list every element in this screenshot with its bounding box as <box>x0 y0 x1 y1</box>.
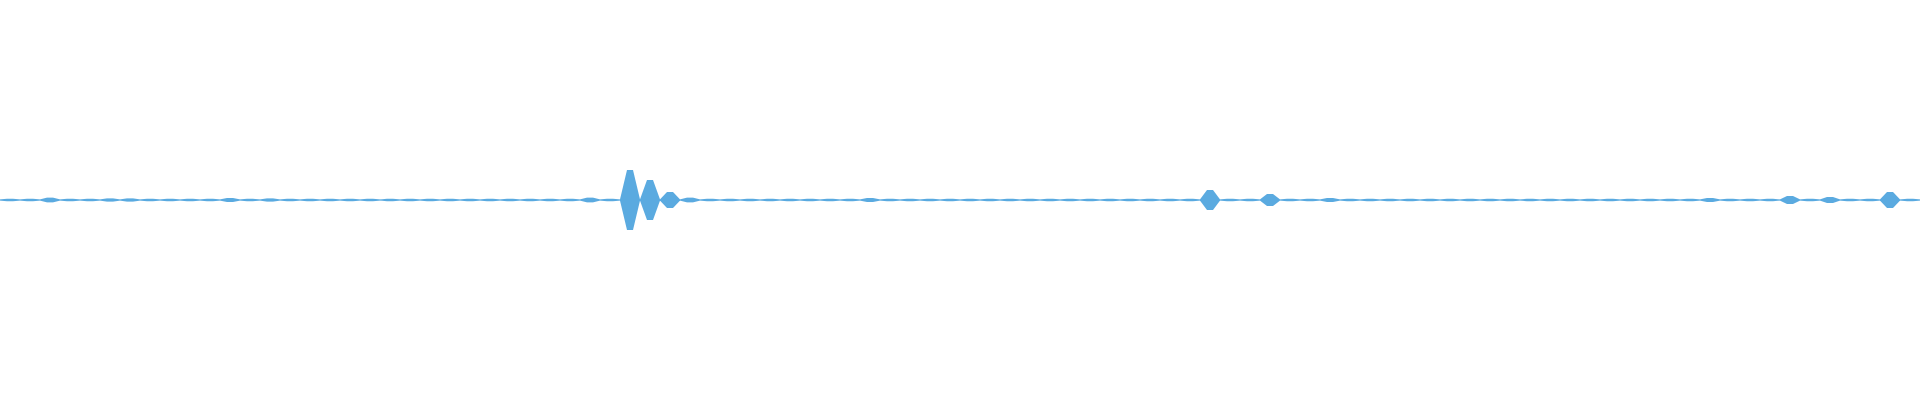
waveform-segment <box>700 198 720 202</box>
waveform-segment <box>1200 190 1220 210</box>
waveform-segment <box>900 198 920 202</box>
waveform-segment <box>580 197 600 203</box>
waveform-segment <box>460 198 480 202</box>
waveform-segment <box>1060 198 1080 202</box>
waveform-segment <box>380 198 400 202</box>
waveform-segment <box>400 198 420 202</box>
waveform-segment <box>260 198 280 202</box>
waveform-segment <box>1840 198 1860 202</box>
waveform-segment <box>1580 198 1600 202</box>
waveform-segment <box>1820 197 1840 203</box>
waveform-segment <box>300 198 320 202</box>
waveform-segment <box>540 198 560 202</box>
waveform-segment <box>620 170 640 230</box>
waveform-segment <box>1300 198 1320 202</box>
waveform-segment <box>1000 198 1020 202</box>
waveform-segment <box>740 198 760 202</box>
waveform-segment <box>1120 198 1140 202</box>
waveform-segment <box>80 198 100 202</box>
waveform-segment <box>1880 192 1900 208</box>
waveform-segment <box>500 198 520 202</box>
waveform-segment <box>480 198 500 202</box>
waveform-segment <box>420 198 440 202</box>
waveform-segment <box>960 198 980 202</box>
waveform-segment <box>1900 198 1920 202</box>
waveform-segment <box>1600 198 1620 202</box>
waveform-segment <box>180 198 200 202</box>
waveform-segment <box>320 198 340 202</box>
waveform-segment <box>980 198 1000 202</box>
waveform-segment <box>1660 198 1680 202</box>
waveform-segment <box>100 198 120 202</box>
waveform-segment <box>940 198 960 202</box>
waveform-segment <box>1260 194 1280 206</box>
waveform-segment <box>1800 198 1820 202</box>
waveform-segment <box>1740 198 1760 202</box>
waveform-segment <box>1080 198 1100 202</box>
waveform-segment <box>1780 196 1800 204</box>
waveform-segment <box>0 198 20 202</box>
waveform-segment <box>1540 198 1560 202</box>
waveform-segment <box>1680 198 1700 202</box>
waveform-segment <box>440 198 460 202</box>
waveform-segment <box>1320 198 1340 202</box>
waveform-segment <box>60 198 80 202</box>
waveform-segment <box>1460 198 1480 202</box>
waveform-segment <box>1220 198 1240 202</box>
waveform-segment <box>140 198 160 202</box>
waveform-segment <box>1560 198 1580 202</box>
waveform-segment <box>1860 198 1880 202</box>
waveform-segment <box>1420 198 1440 202</box>
waveform-segment <box>1380 198 1400 202</box>
waveform-segment <box>20 198 40 202</box>
waveform-segment <box>340 198 360 202</box>
waveform-segment <box>1360 198 1380 202</box>
waveform-segment <box>860 198 880 202</box>
waveform-segment <box>1160 198 1180 202</box>
waveform-segment <box>520 198 540 202</box>
waveform-segment <box>880 198 900 202</box>
waveform-segment <box>1500 198 1520 202</box>
waveform-segment <box>1440 198 1460 202</box>
waveform-segment <box>760 198 780 202</box>
waveform-segment <box>1720 198 1740 202</box>
waveform-segment <box>720 198 740 202</box>
waveform-segment <box>1640 198 1660 202</box>
waveform-segment <box>1520 198 1540 202</box>
waveform-segment <box>280 198 300 202</box>
waveform-segment <box>560 198 580 202</box>
waveform-segment <box>660 192 680 208</box>
waveform-segment <box>40 197 60 203</box>
waveform-segment <box>120 198 140 202</box>
waveform-segment <box>240 198 260 202</box>
waveform-segment <box>1700 198 1720 202</box>
waveform-segment <box>1620 198 1640 202</box>
waveform-segment <box>1240 198 1260 202</box>
waveform-segment <box>1020 198 1040 202</box>
waveform-segment <box>1280 198 1300 202</box>
waveform-segment <box>640 180 660 220</box>
waveform-segment <box>1140 198 1160 202</box>
waveform-segment <box>840 198 860 202</box>
waveform-segment <box>1480 198 1500 202</box>
waveform-segment <box>920 198 940 202</box>
waveform-segment <box>1400 198 1420 202</box>
waveform-segment <box>160 198 180 202</box>
waveform-segment <box>1180 198 1200 202</box>
waveform-segment <box>1100 198 1120 202</box>
waveform-segment <box>200 198 220 202</box>
waveform-segment <box>800 198 820 202</box>
waveform-segment <box>780 198 800 202</box>
waveform-segment <box>1760 198 1780 202</box>
waveform-segment <box>680 197 700 203</box>
waveform-segment <box>820 198 840 202</box>
waveform-segment <box>360 198 380 202</box>
waveform-segment <box>600 198 620 202</box>
waveform-segment <box>1040 198 1060 202</box>
waveform-segment <box>1340 198 1360 202</box>
waveform-segment <box>220 198 240 202</box>
